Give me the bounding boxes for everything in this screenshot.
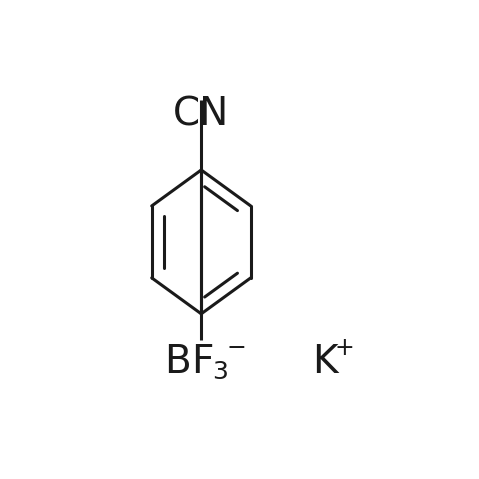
Text: −: − [227,336,246,360]
Text: K: K [312,343,338,381]
Text: 3: 3 [213,360,228,384]
Text: +: + [334,336,354,360]
Text: F: F [191,343,214,381]
Text: CN: CN [173,96,229,134]
Text: B: B [164,343,191,381]
